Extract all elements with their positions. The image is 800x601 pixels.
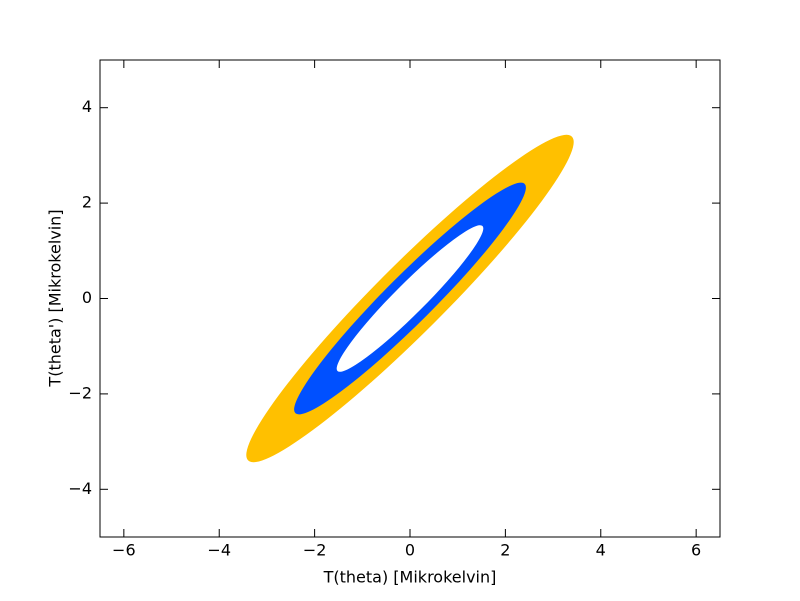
x-tick-label: 6 — [691, 541, 701, 560]
x-tick-label: 0 — [405, 541, 415, 560]
y-tick-label: −2 — [68, 383, 92, 402]
y-tick-label: 4 — [82, 97, 92, 116]
x-tick-label: 2 — [500, 541, 510, 560]
x-axis-label: T(theta) [Mikrokelvin] — [323, 568, 497, 587]
x-tick-label: −6 — [112, 541, 136, 560]
x-tick-label: −2 — [303, 541, 327, 560]
x-tick-label: −4 — [207, 541, 231, 560]
y-tick-label: 2 — [82, 193, 92, 212]
x-tick-label: 4 — [596, 541, 606, 560]
y-axis-label: T(theta') [Mikrokelvin] — [46, 209, 65, 387]
y-tick-label: 0 — [82, 288, 92, 307]
contour-region — [336, 225, 484, 372]
y-tick-label: −4 — [68, 479, 92, 498]
